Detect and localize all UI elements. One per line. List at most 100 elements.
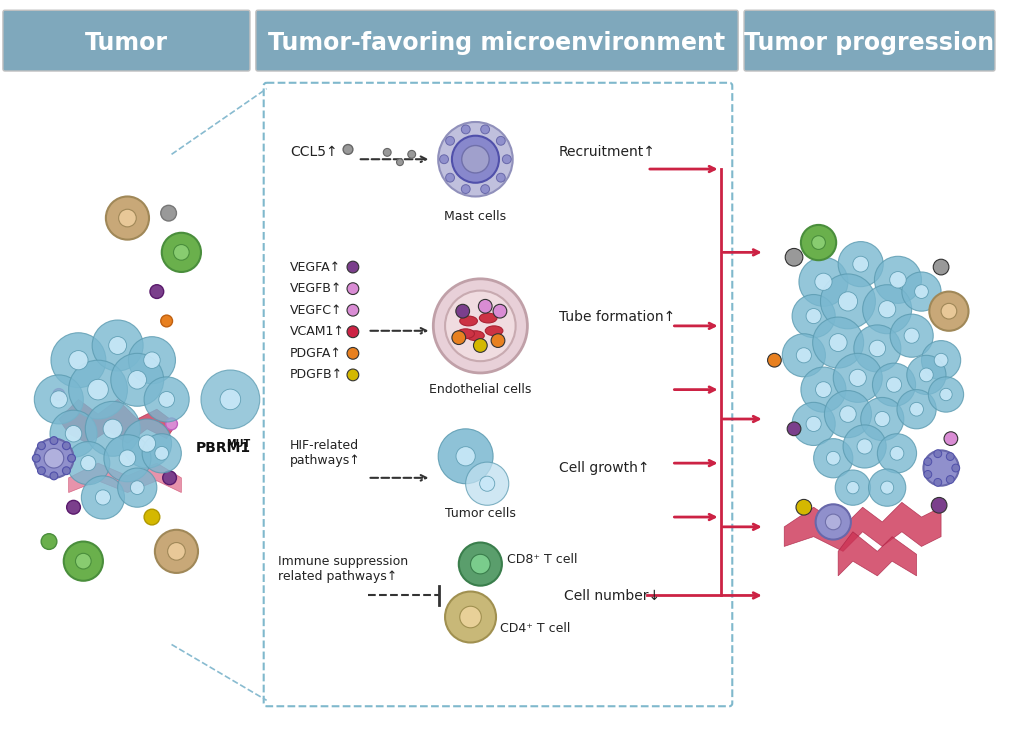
- Circle shape: [941, 303, 956, 319]
- Circle shape: [461, 125, 470, 134]
- Circle shape: [800, 225, 836, 260]
- Circle shape: [106, 197, 149, 240]
- Circle shape: [819, 274, 874, 329]
- Circle shape: [111, 353, 163, 406]
- Circle shape: [155, 446, 168, 460]
- Circle shape: [879, 481, 893, 494]
- Polygon shape: [784, 502, 941, 551]
- Circle shape: [805, 417, 820, 431]
- Circle shape: [944, 431, 957, 445]
- Text: CD8⁺ T cell: CD8⁺ T cell: [506, 553, 577, 565]
- Circle shape: [814, 273, 832, 290]
- Circle shape: [119, 450, 136, 466]
- Circle shape: [946, 453, 953, 460]
- Circle shape: [785, 249, 802, 266]
- Circle shape: [444, 591, 495, 642]
- Circle shape: [815, 504, 850, 539]
- Circle shape: [88, 380, 108, 400]
- Circle shape: [782, 334, 824, 377]
- Circle shape: [451, 331, 466, 345]
- Circle shape: [161, 205, 176, 221]
- Circle shape: [118, 209, 137, 227]
- Circle shape: [144, 509, 160, 525]
- Circle shape: [767, 353, 781, 367]
- Circle shape: [455, 304, 469, 318]
- Circle shape: [122, 419, 171, 468]
- Circle shape: [473, 339, 487, 352]
- Circle shape: [478, 300, 491, 313]
- Circle shape: [163, 471, 176, 485]
- Ellipse shape: [466, 331, 484, 340]
- Circle shape: [492, 304, 506, 318]
- Circle shape: [903, 328, 918, 343]
- Circle shape: [795, 500, 811, 515]
- Circle shape: [490, 334, 504, 348]
- Circle shape: [839, 406, 855, 423]
- Circle shape: [37, 440, 71, 476]
- Circle shape: [41, 534, 57, 549]
- Circle shape: [932, 259, 948, 275]
- Circle shape: [50, 391, 67, 408]
- Circle shape: [918, 368, 932, 382]
- Circle shape: [44, 448, 63, 468]
- Circle shape: [812, 317, 863, 368]
- Circle shape: [868, 469, 905, 506]
- Circle shape: [144, 352, 160, 369]
- Circle shape: [838, 292, 857, 311]
- Circle shape: [103, 420, 122, 438]
- Circle shape: [433, 279, 527, 373]
- Circle shape: [445, 173, 454, 182]
- Text: VEGFA↑: VEGFA↑: [289, 260, 341, 274]
- Circle shape: [792, 403, 835, 445]
- Circle shape: [438, 122, 513, 197]
- Polygon shape: [838, 532, 916, 576]
- Circle shape: [346, 326, 359, 337]
- Circle shape: [792, 295, 835, 337]
- Ellipse shape: [457, 329, 474, 339]
- Circle shape: [877, 300, 895, 317]
- Text: Tumor: Tumor: [85, 30, 168, 55]
- Circle shape: [815, 382, 830, 397]
- Text: HIF-related
pathways↑: HIF-related pathways↑: [289, 440, 361, 468]
- Circle shape: [871, 363, 915, 406]
- Circle shape: [346, 304, 359, 316]
- Circle shape: [811, 236, 824, 249]
- Circle shape: [933, 479, 941, 486]
- Circle shape: [451, 135, 498, 183]
- Circle shape: [920, 340, 960, 380]
- Circle shape: [890, 446, 903, 460]
- Text: Endothelial cells: Endothelial cells: [429, 383, 531, 396]
- Circle shape: [825, 451, 840, 465]
- Circle shape: [889, 272, 905, 288]
- Circle shape: [155, 530, 198, 573]
- Circle shape: [35, 439, 73, 478]
- Circle shape: [928, 292, 968, 331]
- Circle shape: [853, 325, 900, 372]
- Circle shape: [130, 481, 144, 494]
- Circle shape: [862, 285, 911, 334]
- Circle shape: [165, 418, 177, 430]
- Circle shape: [933, 450, 941, 457]
- Circle shape: [86, 401, 140, 457]
- Circle shape: [480, 185, 489, 193]
- Circle shape: [470, 554, 490, 574]
- Text: Tumor progression: Tumor progression: [744, 30, 994, 55]
- Circle shape: [35, 375, 84, 424]
- Circle shape: [860, 397, 903, 440]
- Circle shape: [53, 388, 64, 400]
- Polygon shape: [68, 463, 181, 493]
- Circle shape: [824, 514, 841, 530]
- Circle shape: [876, 434, 916, 473]
- Circle shape: [38, 442, 45, 450]
- Ellipse shape: [485, 326, 502, 336]
- Circle shape: [396, 159, 403, 166]
- Circle shape: [938, 388, 951, 400]
- Circle shape: [38, 467, 45, 474]
- Circle shape: [82, 476, 124, 519]
- Circle shape: [823, 391, 870, 437]
- Circle shape: [220, 389, 240, 410]
- Text: Tube formation↑: Tube formation↑: [558, 310, 675, 324]
- Circle shape: [835, 470, 869, 505]
- Circle shape: [109, 337, 126, 354]
- Text: VEGFC↑: VEGFC↑: [289, 303, 342, 317]
